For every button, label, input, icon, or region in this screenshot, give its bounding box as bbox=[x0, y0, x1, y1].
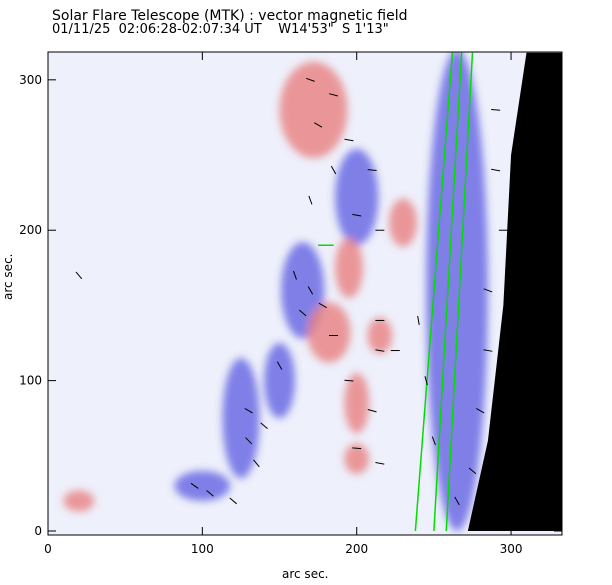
field-vector-arrow bbox=[75, 271, 83, 280]
positive-polarity-region bbox=[344, 373, 370, 434]
field-vector-arrow bbox=[431, 436, 436, 446]
y-axis-label: arc sec. bbox=[1, 254, 15, 300]
field-vector-arrow bbox=[491, 168, 501, 172]
field-vector-arrow bbox=[206, 490, 214, 497]
field-vector-arrow bbox=[375, 462, 385, 465]
field-vector-arrow bbox=[375, 349, 385, 352]
field-vector-arrow bbox=[253, 459, 260, 468]
x-tick-label: 200 bbox=[345, 542, 368, 556]
y-tick-label: 100 bbox=[19, 374, 42, 388]
negative-polarity-region bbox=[222, 358, 260, 479]
field-regions bbox=[63, 52, 488, 531]
y-tick-label: 200 bbox=[19, 223, 42, 237]
field-vector-arrow bbox=[260, 422, 268, 430]
x-axis-label: arc sec. bbox=[282, 567, 328, 581]
field-vector-arrow bbox=[483, 288, 493, 293]
field-vector-arrow bbox=[367, 169, 377, 171]
field-vector-arrow bbox=[276, 361, 283, 370]
positive-polarity-region bbox=[335, 237, 363, 298]
field-vector-arrow bbox=[298, 309, 307, 317]
field-vector-arrow bbox=[307, 286, 314, 295]
field-vector-arrow bbox=[308, 195, 313, 205]
positive-polarity-region bbox=[367, 317, 393, 354]
x-tick-label: 300 bbox=[500, 542, 523, 556]
positive-polarity-region bbox=[389, 198, 417, 247]
positive-polarity-region bbox=[63, 490, 95, 512]
x-tick-label: 100 bbox=[191, 542, 214, 556]
y-tick-label: 0 bbox=[34, 524, 42, 538]
field-vector-arrow bbox=[491, 109, 501, 111]
negative-polarity-region bbox=[264, 343, 295, 419]
solar-limb-background bbox=[467, 52, 562, 532]
field-vector-arrow bbox=[476, 408, 485, 414]
field-vector-arrow bbox=[483, 349, 493, 352]
contour-line bbox=[445, 52, 474, 532]
field-vector-arrow bbox=[318, 302, 327, 309]
positive-polarity-region bbox=[279, 61, 348, 159]
field-vector-arrow bbox=[245, 437, 253, 445]
field-vector-arrow bbox=[313, 122, 323, 128]
field-vector-arrow bbox=[424, 376, 428, 386]
negative-polarity-region bbox=[426, 52, 488, 531]
negative-polarity-region bbox=[174, 470, 231, 501]
figure-title: Solar Flare Telescope (MTK) : vector mag… bbox=[52, 8, 408, 24]
field-vector-arrow bbox=[367, 409, 377, 413]
figure-subtitle: 01/11/25 02:06:28-02:07:34 UT W14'53" S … bbox=[52, 22, 389, 37]
positive-polarity-region bbox=[344, 443, 370, 474]
field-vector-arrow bbox=[468, 467, 477, 475]
y-tick-label: 300 bbox=[19, 73, 42, 87]
field-vector-arrow bbox=[244, 408, 253, 414]
contour-line bbox=[414, 52, 454, 532]
field-vector-arrow bbox=[306, 77, 315, 82]
x-tick-label: 0 bbox=[44, 542, 52, 556]
field-vector-arrow bbox=[344, 138, 354, 142]
plot-frame bbox=[47, 51, 563, 536]
field-vector-arrow bbox=[292, 270, 297, 280]
field-vector-arrow bbox=[330, 165, 337, 175]
field-vector-arrow bbox=[417, 315, 420, 325]
field-vector-arrow bbox=[344, 379, 354, 382]
contour-line bbox=[433, 52, 463, 532]
field-vector-arrow bbox=[352, 213, 362, 217]
field-vector-arrow bbox=[329, 93, 339, 97]
field-vector-arrow bbox=[352, 447, 362, 450]
field-vector-arrow bbox=[190, 482, 199, 489]
field-vector-arrow bbox=[229, 497, 237, 505]
field-vector-arrow bbox=[454, 496, 460, 506]
positive-polarity-region bbox=[307, 302, 351, 363]
negative-polarity-region bbox=[335, 149, 379, 246]
